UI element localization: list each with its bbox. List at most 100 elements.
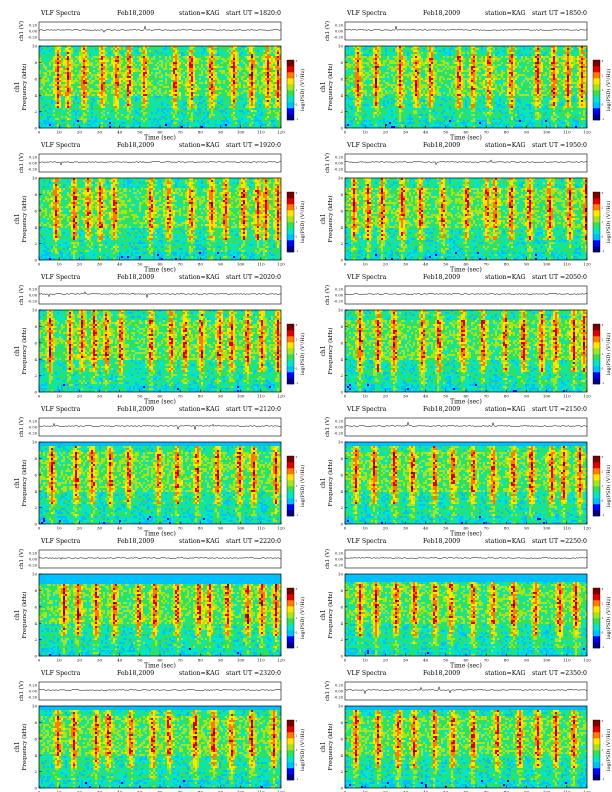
spectrogram-cell [53,56,55,58]
spectrogram-cell [159,100,161,102]
spectrogram-cell [167,58,169,60]
spectrogram-cell [103,48,105,50]
spectrogram-cell [173,70,175,72]
spectrogram-cell [131,118,133,120]
spectrogram-cell [199,62,201,64]
spectrogram-cell [207,100,209,102]
spectrogram-cell [125,64,127,66]
spectrogram-cell [261,88,263,90]
spectrogram-cell [147,88,149,90]
spectrogram-cell [137,96,139,98]
spectrogram-cell [249,52,251,54]
spectrogram-cell [57,64,59,66]
spectrogram-cell [125,106,127,108]
spectrogram-cell [223,98,225,100]
spectrogram-cell [153,116,155,118]
spectrogram-cell [201,80,203,82]
spectrogram-cell [95,92,97,94]
spectrogram-cell [173,104,175,106]
spectrogram-cell [239,120,241,122]
spectrogram-cell [183,110,185,112]
spectrogram-cell [115,106,117,108]
spectrogram-cell [157,112,159,114]
spectrogram-cell [183,48,185,50]
spectrogram-cell [225,100,227,102]
spectrogram-cell [49,118,51,120]
spectrogram-cell [261,78,263,80]
spectrogram-cell [65,98,67,100]
spectrogram-cell [221,78,223,80]
spectrogram-cell [193,62,195,64]
spectrogram-cell [167,118,169,120]
spectrogram-cell [125,78,127,80]
spectrogram-cell [257,122,259,124]
spectrogram-cell [151,54,153,56]
spectrogram-cell [135,74,137,76]
spectrogram-cell [93,58,95,60]
spectrogram-cell [117,62,119,64]
spectrogram-cell [65,120,67,122]
spectrogram-cell [135,114,137,116]
spectrogram-cell [205,104,207,106]
spectrogram-cell [167,124,169,126]
spectrogram-cell [115,78,117,80]
spectrogram-cell [151,110,153,112]
spectrogram-cell [243,48,245,50]
spectrogram-cell [265,52,267,54]
spectrogram-cell [217,114,219,116]
spectrogram-cell [69,56,71,58]
spectrogram-cell [129,54,131,56]
spectrogram-cell [135,60,137,62]
spectrogram-cell [59,82,61,84]
spectrogram-cell [129,108,131,110]
spectrogram-cell [135,78,137,80]
spectrogram-cell [105,78,107,80]
spectrogram-cell [219,66,221,68]
spectrogram-cell [115,52,117,54]
spectrogram-cell [137,104,139,106]
spectrogram-cell [149,104,151,106]
spectrogram-cell [97,66,99,68]
spectrogram-cell [185,92,187,94]
spectrogram-cell [209,122,211,124]
spectrogram-cell [133,102,135,104]
spectrogram-cell [51,114,53,116]
spectrogram-cell [141,62,143,64]
spectrogram-cell [211,80,213,82]
spectrogram-cell [185,50,187,52]
spectrogram-cell [165,56,167,58]
spectrogram-cell [263,98,265,100]
spectrogram-cell [85,60,87,62]
spectrogram-cell [79,74,81,76]
spectrogram-cell [229,112,231,114]
spectrogram-cell [135,68,137,70]
spectrogram-cell [103,88,105,90]
spectrogram-cell [119,108,121,110]
spectrogram-cell [61,124,63,126]
spectrogram-cell [215,78,217,80]
spectrogram-cell [237,98,239,100]
spectrogram-cell [263,114,265,116]
spectrogram-cell [117,100,119,102]
spectrogram-cell [103,82,105,84]
spectrogram-cell [43,86,45,88]
spectrogram-cell [187,68,189,70]
spectrogram-cell [177,102,179,104]
spectrogram-cell [173,78,175,80]
spectrogram-cell [95,116,97,118]
spectrogram-cell [109,122,111,124]
spectrogram-cell [185,106,187,108]
spectrogram-cell [195,64,197,66]
spectrogram-cell [205,66,207,68]
spectrogram-cell [93,100,95,102]
spectrogram-cell [171,74,173,76]
spectrogram-cell [181,104,183,106]
spectrogram-cell [85,100,87,102]
spectrogram-cell [195,80,197,82]
spectrogram-cell [43,48,45,50]
spectrogram-cell [83,84,85,86]
spectrogram-cell [161,52,163,54]
spectrogram-cell [141,52,143,54]
spectrogram-cell [251,56,253,58]
spectrogram-cell [105,58,107,60]
